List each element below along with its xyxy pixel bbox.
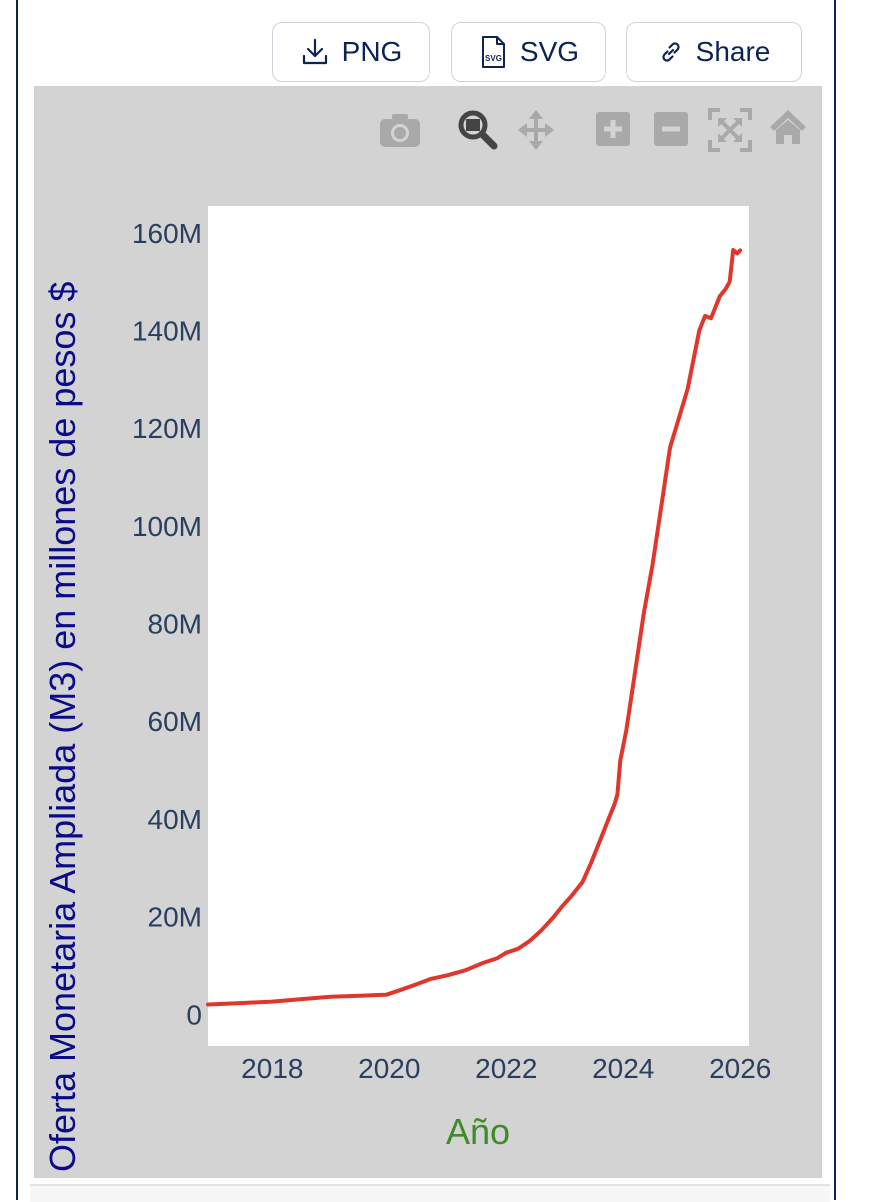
- y-tick-label: 0: [186, 999, 202, 1030]
- camera-icon[interactable]: [380, 114, 420, 147]
- page-frame-left-border: [16, 0, 18, 1200]
- y-tick-label: 100M: [132, 511, 202, 542]
- home-icon[interactable]: [770, 110, 806, 144]
- svg-file-icon: SVG: [481, 36, 505, 68]
- page-frame-bottom-edge: [30, 1184, 830, 1202]
- series-line: [206, 248, 743, 1007]
- zoom-out-icon[interactable]: [654, 112, 688, 146]
- download-icon: [302, 38, 327, 65]
- plot-area: [208, 206, 749, 1046]
- y-tick-label: 20M: [148, 902, 202, 933]
- download-png-button[interactable]: PNG: [272, 22, 430, 82]
- series-layer: [206, 248, 743, 1007]
- download-svg-label: SVG: [519, 36, 580, 67]
- y-tick-label: 80M: [148, 609, 202, 640]
- zoom-in-icon[interactable]: [596, 112, 630, 146]
- y-axis-title: Oferta Monetaria Ampliada (M3) en millon…: [42, 282, 83, 1172]
- x-tick-label: 2018: [241, 1053, 303, 1084]
- plot-container: 0 20M 40M 60M 80M 100M 120M 140M 160M 2018 2020 20…: [34, 86, 822, 1178]
- download-svg-button[interactable]: SVG SVG: [451, 22, 606, 82]
- svg-text:SVG: SVG: [485, 54, 502, 63]
- link-icon: [662, 42, 680, 62]
- y-tick-label: 120M: [132, 413, 202, 444]
- x-tick-label: 2026: [709, 1053, 771, 1084]
- page-frame-right-border: [834, 0, 836, 1200]
- y-tick-label: 140M: [132, 316, 202, 347]
- x-tick-label: 2024: [592, 1053, 654, 1084]
- share-label: Share: [695, 36, 771, 67]
- x-tick-label: 2020: [358, 1053, 420, 1084]
- pan-icon[interactable]: [518, 110, 554, 150]
- x-axis-title: Año: [446, 1111, 510, 1152]
- x-tick-label: 2022: [475, 1053, 537, 1084]
- x-axis-ticks: 2018 2020 2022 2024 2026: [241, 1053, 771, 1084]
- autoscale-icon[interactable]: [708, 108, 752, 152]
- download-png-label: PNG: [341, 36, 403, 67]
- modebar: [380, 108, 806, 152]
- share-button[interactable]: Share: [626, 22, 802, 82]
- y-axis-ticks: 0 20M 40M 60M 80M 100M 120M 140M 160M: [132, 218, 202, 1030]
- y-tick-label: 60M: [148, 706, 202, 737]
- y-tick-label: 40M: [148, 804, 202, 835]
- zoom-icon[interactable]: [458, 110, 498, 150]
- y-tick-label: 160M: [132, 218, 202, 249]
